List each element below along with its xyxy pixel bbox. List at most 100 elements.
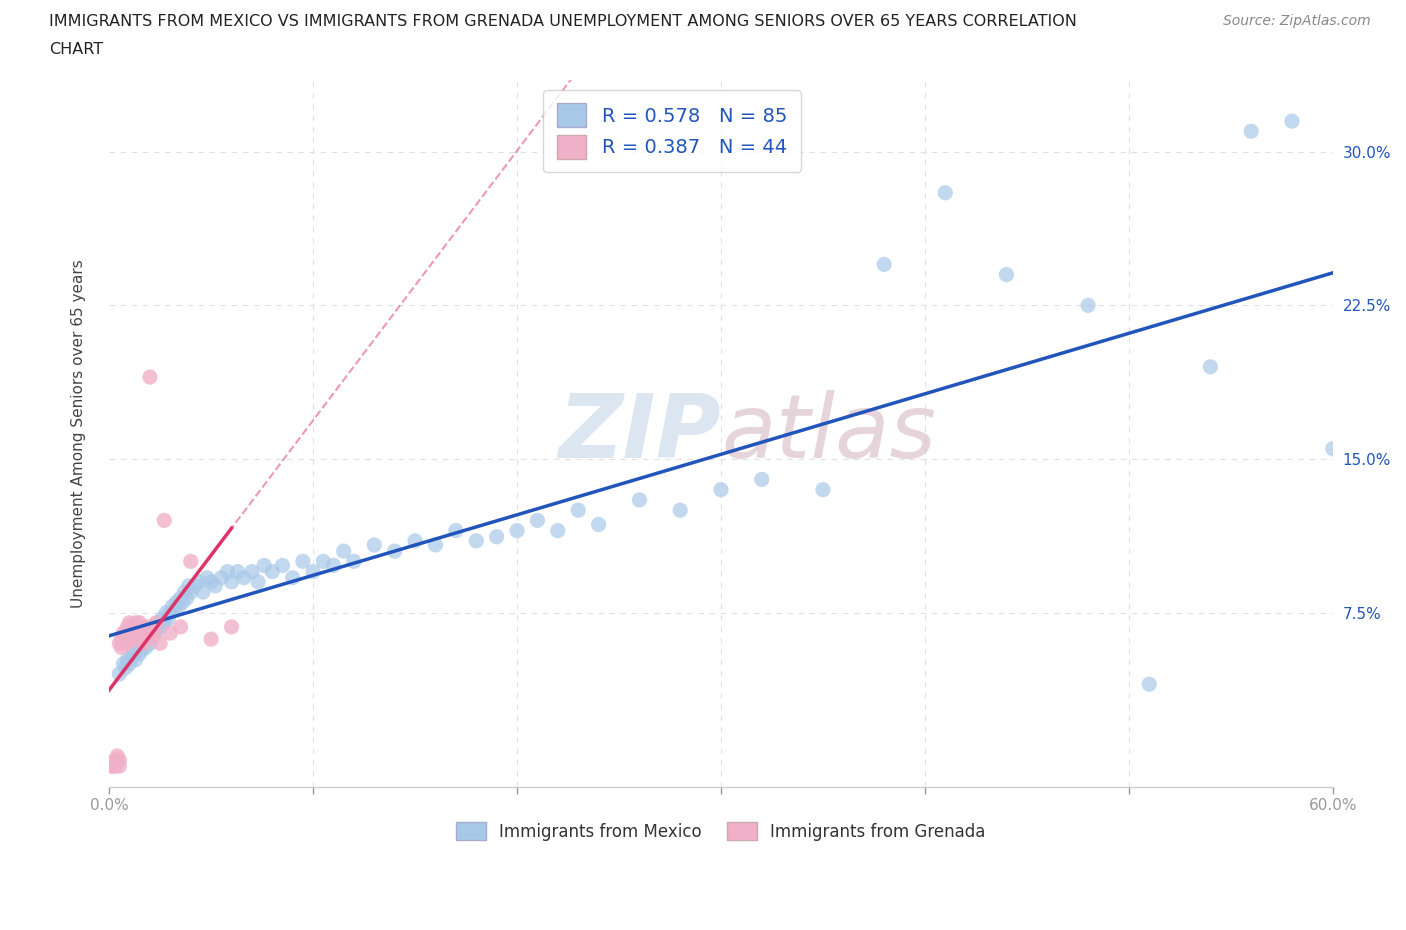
Point	[108, 667, 131, 682]
Point	[180, 585, 202, 600]
Point	[485, 529, 508, 544]
Point	[128, 646, 150, 661]
Point	[934, 185, 956, 200]
Point	[526, 513, 548, 528]
Point	[132, 631, 155, 646]
Point	[124, 619, 146, 634]
Point	[128, 636, 150, 651]
Point	[588, 517, 610, 532]
Point	[669, 503, 692, 518]
Point	[169, 619, 191, 634]
Point	[104, 752, 127, 767]
Point	[122, 631, 145, 646]
Point	[141, 630, 163, 644]
Point	[128, 616, 150, 631]
Legend: Immigrants from Mexico, Immigrants from Grenada: Immigrants from Mexico, Immigrants from …	[447, 814, 994, 849]
Point	[108, 636, 131, 651]
Point	[217, 565, 239, 579]
Point	[153, 513, 176, 528]
Point	[136, 626, 159, 641]
Text: atlas: atlas	[721, 391, 936, 476]
Point	[209, 570, 232, 585]
Point	[139, 369, 162, 384]
Point	[184, 578, 207, 593]
Point	[204, 578, 226, 593]
Point	[157, 611, 180, 626]
Point	[149, 636, 172, 651]
Point	[127, 640, 149, 655]
Point	[117, 652, 139, 667]
Point	[131, 642, 153, 657]
Point	[302, 565, 325, 579]
Point	[103, 754, 125, 769]
Point	[1199, 359, 1222, 374]
Point	[132, 636, 155, 651]
Point	[105, 749, 128, 764]
Point	[114, 660, 136, 675]
Point	[146, 616, 169, 631]
Point	[105, 752, 128, 767]
Point	[547, 524, 569, 538]
Text: CHART: CHART	[49, 42, 103, 57]
Point	[271, 558, 294, 573]
Point	[567, 503, 589, 518]
Point	[200, 575, 222, 590]
Point	[221, 575, 243, 590]
Point	[176, 591, 198, 605]
Point	[162, 599, 184, 614]
Point	[135, 640, 157, 655]
Point	[253, 558, 276, 573]
Point	[122, 646, 145, 661]
Point	[506, 524, 529, 538]
Point	[167, 599, 190, 614]
Point	[143, 626, 166, 641]
Point	[117, 619, 139, 634]
Point	[145, 616, 167, 631]
Point	[322, 558, 344, 573]
Point	[118, 630, 141, 644]
Point	[995, 267, 1018, 282]
Point	[200, 631, 222, 646]
Point	[159, 626, 181, 641]
Point	[112, 657, 135, 671]
Point	[166, 595, 188, 610]
Point	[172, 595, 194, 610]
Point	[425, 538, 447, 552]
Point	[104, 759, 127, 774]
Point	[108, 752, 131, 767]
Point	[114, 626, 136, 641]
Point	[180, 554, 202, 569]
Point	[873, 257, 896, 272]
Point	[247, 575, 270, 590]
Point	[163, 603, 186, 618]
Point	[128, 619, 150, 634]
Point	[226, 565, 249, 579]
Point	[112, 636, 135, 651]
Point	[135, 626, 157, 641]
Point	[169, 591, 191, 605]
Point	[127, 626, 149, 641]
Point	[811, 483, 834, 498]
Point	[139, 636, 162, 651]
Point	[404, 534, 426, 549]
Point	[221, 619, 243, 634]
Point	[124, 652, 146, 667]
Point	[143, 619, 166, 634]
Point	[1240, 124, 1263, 139]
Point	[122, 626, 145, 641]
Y-axis label: Unemployment Among Seniors over 65 years: Unemployment Among Seniors over 65 years	[72, 259, 86, 607]
Point	[159, 605, 181, 620]
Point	[173, 585, 195, 600]
Point	[118, 616, 141, 631]
Point	[121, 619, 143, 634]
Point	[195, 570, 218, 585]
Point	[444, 524, 467, 538]
Text: IMMIGRANTS FROM MEXICO VS IMMIGRANTS FROM GRENADA UNEMPLOYMENT AMONG SENIORS OVE: IMMIGRANTS FROM MEXICO VS IMMIGRANTS FRO…	[49, 14, 1077, 29]
Point	[103, 759, 125, 774]
Point	[751, 472, 773, 487]
Point	[187, 575, 209, 590]
Point	[177, 578, 200, 593]
Point	[281, 570, 304, 585]
Point	[1137, 677, 1160, 692]
Point	[114, 631, 136, 646]
